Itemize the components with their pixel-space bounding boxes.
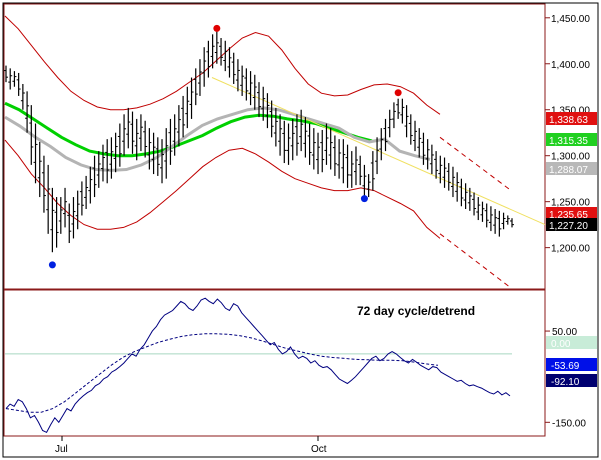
price-tick-label: 1,450.00 — [551, 14, 590, 25]
oscillator-tag-bg — [546, 374, 597, 387]
price-tag-label: 1,315.35 — [549, 136, 588, 147]
oscillator-line — [5, 297, 511, 434]
oscillator-tag-label: -53.69 — [551, 361, 580, 372]
projected-upper-line — [439, 136, 511, 191]
x-tick-label: Jul — [55, 444, 68, 455]
price-value-tags: 1,338.63 1,315.35 1,288.07 1,235.651,227.20 — [546, 112, 597, 232]
cycle-peak-marker — [213, 24, 221, 32]
cycle-peak-marker — [394, 89, 402, 97]
upper-band-line — [4, 15, 441, 115]
price-tag-bg — [546, 112, 597, 125]
price-tag-label: 1,338.63 — [549, 115, 588, 126]
oscillator-y-axis: 50.00 -150.00 — [545, 327, 586, 429]
projected-lower-line — [439, 233, 511, 288]
oscillator-tag-bg — [546, 358, 597, 371]
gray-ma-line — [4, 106, 431, 172]
oscillator-title: 72 day cycle/detrend — [357, 304, 475, 318]
cycle-trough-marker — [360, 195, 368, 203]
oscillator-tag-label: 0.00 — [551, 339, 571, 350]
oscillator-tag-bg — [546, 336, 597, 349]
oscillator-lines — [5, 297, 512, 434]
price-tag-label: 1,227.20 — [549, 221, 588, 232]
oscillator-tick-label: 50.00 — [552, 327, 577, 338]
price-tag-bg — [546, 207, 597, 220]
price-tick-label: 1,300.00 — [551, 152, 590, 163]
price-tag-label: 1,288.07 — [549, 165, 588, 176]
price-tick-label: 1,250.00 — [551, 198, 590, 209]
oscillator-tick-label: -150.00 — [552, 418, 586, 429]
price-y-axis: 1,450.00 1,400.00 1,350.00 1,300.00 1,250.00… — [545, 14, 590, 255]
price-tick-label: 1,200.00 — [551, 244, 590, 255]
green-ma-line — [4, 101, 373, 158]
cycle-detrend-line — [5, 333, 439, 413]
cycle-trough-marker — [48, 261, 56, 269]
x-tick-label: Oct — [311, 444, 327, 455]
x-axis: Jul Oct — [55, 436, 327, 455]
oscillator-tag-label: -92.10 — [551, 377, 580, 388]
price-tick-label: 1,400.00 — [551, 60, 590, 71]
price-tag-bg — [546, 162, 597, 175]
oscillator-value-tags: 0.00 -53.69 -92.10 — [546, 336, 597, 388]
price-bars — [4, 31, 514, 253]
price-tick-label: 1,350.00 — [551, 106, 590, 117]
price-tag-bg — [546, 133, 597, 146]
price-tag-bg — [546, 218, 597, 231]
price-tag-label: 1,235.65 — [549, 210, 588, 221]
cycle-markers — [48, 24, 402, 269]
